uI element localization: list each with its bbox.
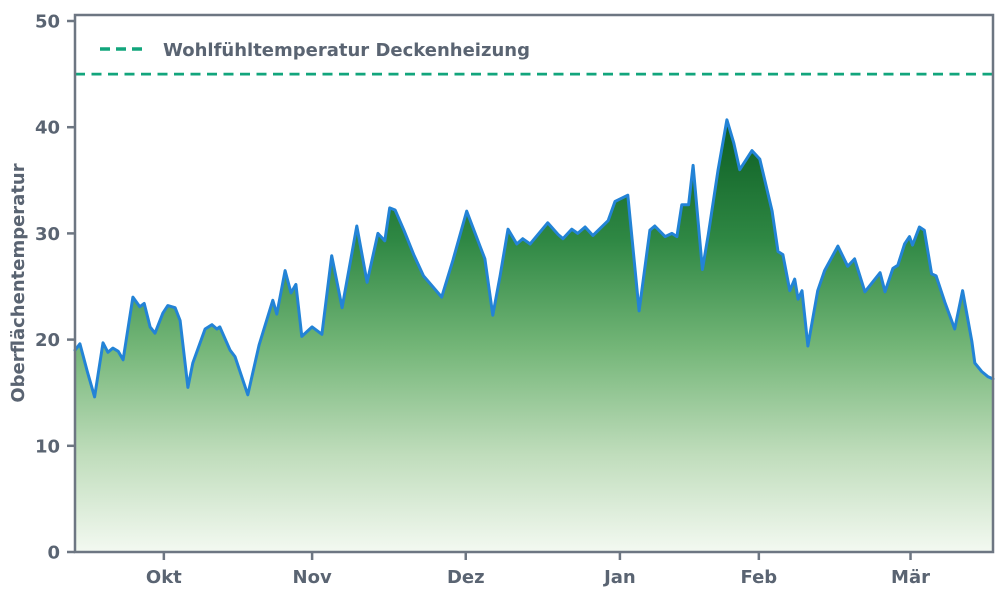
x-tick-label: Feb: [741, 567, 778, 588]
plot-frame: [73, 13, 995, 554]
axis-ticks-layer: 0 10 20 30 40 50 Okt Nov Dez Jan Feb Mär: [35, 12, 930, 589]
y-tick-label: 0: [47, 543, 60, 564]
temperature-area-layer: [75, 119, 993, 553]
x-tick-label: Dez: [447, 567, 485, 588]
temperature-line: [73, 118, 995, 399]
x-tick-label: Mär: [891, 567, 930, 588]
temperature-area: [75, 119, 993, 553]
temperature-line-layer: [73, 118, 995, 399]
x-tick-label: Nov: [293, 567, 332, 588]
x-tick-label: Jan: [602, 567, 636, 588]
y-tick-label: 50: [35, 12, 60, 33]
y-axis-label: Oberflächentemperatur: [8, 163, 29, 402]
x-tick-label: Okt: [146, 567, 182, 588]
y-tick-label: 40: [35, 118, 60, 139]
legend: Wohlfühltemperatur Deckenheizung: [100, 40, 530, 61]
y-tick-label: 10: [35, 436, 60, 457]
y-tick-label: 30: [35, 224, 60, 245]
y-tick-label: 20: [35, 330, 60, 351]
legend-label: Wohlfühltemperatur Deckenheizung: [163, 40, 530, 61]
